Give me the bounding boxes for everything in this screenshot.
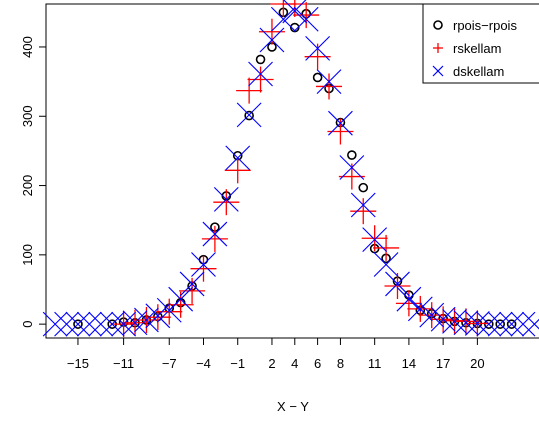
data-point-cross — [499, 311, 524, 337]
x-tick-label: −7 — [162, 356, 177, 371]
x-tick-label: −11 — [113, 356, 134, 371]
data-point-cross — [54, 311, 79, 337]
data-point-circle — [347, 150, 357, 160]
data-point-plus — [156, 298, 183, 325]
data-point-cross — [350, 192, 376, 218]
data-point-circle — [244, 110, 254, 121]
data-point-cross — [270, 6, 296, 32]
data-point-cross — [385, 271, 410, 297]
legend-box — [422, 3, 539, 84]
data-point-cross — [362, 227, 388, 252]
x-axis-title: X − Y — [277, 399, 309, 414]
data-point-plus — [179, 277, 206, 304]
data-point-plus — [258, 18, 285, 45]
data-point-plus — [247, 66, 274, 93]
data-point-plus — [361, 225, 388, 252]
data-point-cross — [453, 310, 479, 336]
legend-label: dskellam — [453, 64, 504, 79]
legend-marker — [433, 20, 443, 30]
data-point-cross — [88, 311, 114, 337]
data-point-cross — [407, 296, 433, 322]
data-point-cross — [76, 311, 102, 337]
data-point-plus — [316, 73, 343, 100]
data-point-cross — [430, 306, 456, 332]
data-point-plus — [281, 0, 308, 17]
x-tick-label: −15 — [67, 356, 89, 371]
data-point-cross — [225, 145, 251, 171]
x-tick-label: 8 — [337, 356, 344, 371]
data-point-circle — [358, 182, 369, 193]
x-tick-label: 20 — [470, 356, 484, 371]
legend-marker — [432, 65, 444, 77]
data-point-cross — [179, 271, 205, 297]
x-tick-label: 14 — [402, 356, 416, 371]
data-point-cross — [65, 311, 91, 337]
data-point-plus — [304, 43, 331, 70]
data-point-cross — [293, 6, 319, 32]
data-point-cross — [259, 27, 285, 53]
data-point-circle — [506, 319, 517, 329]
data-point-cross — [191, 252, 216, 277]
data-point-cross — [339, 155, 365, 180]
legend-label: rskellam — [453, 41, 501, 56]
x-tick-label: 4 — [291, 356, 298, 371]
legend-marker — [433, 43, 443, 53]
data-point-cross — [99, 311, 125, 337]
x-tick-label: 11 — [368, 356, 382, 371]
data-point-cross — [522, 311, 539, 337]
data-point-cross — [213, 187, 239, 212]
data-point-circle — [483, 319, 494, 329]
y-tick-label: 400 — [20, 36, 35, 58]
data-point-cross — [168, 286, 194, 312]
data-point-cross — [202, 221, 228, 247]
data-point-circle — [73, 319, 83, 329]
x-tick-label: 17 — [436, 356, 450, 371]
data-point-plus — [224, 157, 251, 184]
data-point-circle — [289, 22, 300, 33]
data-point-cross — [305, 35, 330, 61]
data-point-plus — [236, 77, 263, 104]
data-point-cross — [42, 311, 68, 337]
y-tick-label: 0 — [20, 321, 35, 328]
legend-label: rpois−rpois — [453, 18, 517, 33]
data-point-plus — [201, 225, 228, 252]
data-point-cross — [396, 286, 422, 312]
data-point-cross — [122, 310, 148, 336]
data-point-cross — [145, 303, 171, 329]
data-point-plus — [373, 234, 400, 261]
data-point-cross — [487, 311, 513, 337]
y-tick-label: 100 — [20, 244, 35, 266]
y-tick-label: 200 — [20, 175, 35, 197]
x-tick-label: 6 — [314, 356, 321, 371]
data-point-circle — [255, 54, 266, 65]
data-point-plus — [190, 255, 217, 282]
data-point-cross — [248, 61, 273, 87]
data-point-cross — [476, 311, 502, 337]
data-point-plus — [384, 273, 411, 300]
y-tick-label: 300 — [20, 105, 35, 127]
x-tick-label: −4 — [196, 356, 211, 371]
x-tick-label: −1 — [230, 356, 245, 371]
data-point-plus — [213, 189, 240, 216]
data-point-circle — [495, 319, 505, 329]
data-point-cross — [111, 311, 136, 337]
data-point-cross — [282, 0, 308, 24]
data-point-cross — [328, 110, 353, 136]
x-tick-label: 2 — [268, 356, 275, 371]
data-point-plus — [327, 118, 354, 145]
data-point-cross — [236, 102, 262, 128]
data-point-cross — [316, 69, 342, 94]
data-point-plus — [293, 2, 320, 29]
data-point-cross — [510, 311, 536, 337]
data-point-cross — [373, 252, 399, 277]
data-point-plus — [350, 198, 377, 225]
data-point-cross — [464, 311, 490, 336]
data-point-circle — [312, 72, 323, 83]
data-point-plus — [395, 290, 422, 317]
data-point-cross — [442, 308, 467, 334]
